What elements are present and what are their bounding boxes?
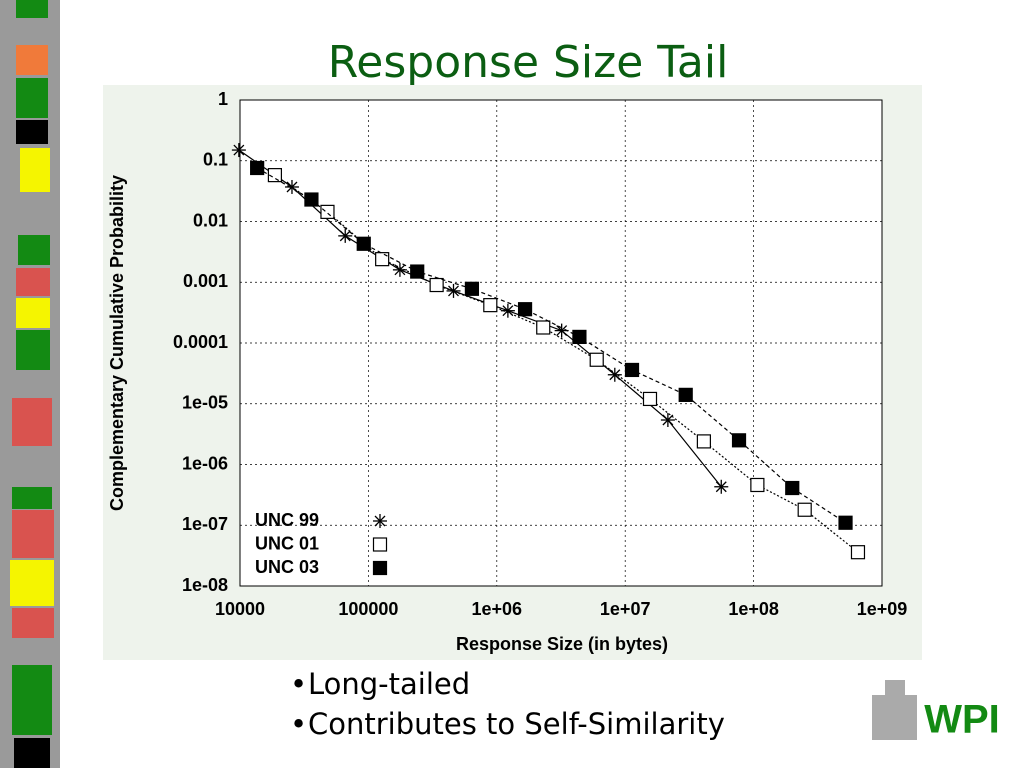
marker bbox=[250, 160, 265, 176]
marker bbox=[642, 391, 658, 407]
marker bbox=[500, 303, 515, 318]
y-tick-label: 1e-06 bbox=[182, 453, 228, 473]
marker-stroke bbox=[556, 325, 568, 337]
marker bbox=[483, 298, 498, 313]
x-axis-label: Response Size (in bytes) bbox=[456, 634, 668, 654]
marker-stroke bbox=[339, 230, 351, 242]
marker bbox=[517, 302, 533, 317]
marker bbox=[231, 143, 246, 158]
marker-stroke bbox=[448, 285, 459, 297]
marker bbox=[660, 413, 675, 428]
slide-title: Response Size Tail bbox=[328, 37, 729, 88]
marker-stroke bbox=[715, 481, 727, 493]
marker bbox=[373, 514, 387, 528]
logo: WPI bbox=[924, 698, 1000, 742]
legend-label: UNC 01 bbox=[255, 533, 319, 553]
bullet: • bbox=[290, 667, 307, 701]
x-tick-label: 100000 bbox=[338, 599, 398, 619]
bullet-text: Contributes to Self-Similarity bbox=[308, 707, 725, 741]
bullet: • bbox=[290, 707, 307, 741]
y-tick-label: 0.01 bbox=[193, 210, 228, 230]
x-tick-label: 10000 bbox=[215, 599, 265, 619]
marker bbox=[338, 228, 353, 243]
x-tick-label: 1e+06 bbox=[472, 599, 523, 619]
series-line bbox=[274, 174, 859, 553]
x-tick-label: 1e+08 bbox=[728, 599, 779, 619]
marker bbox=[850, 545, 866, 560]
marker bbox=[356, 236, 371, 251]
marker bbox=[572, 329, 587, 345]
marker bbox=[785, 480, 800, 496]
marker bbox=[320, 204, 335, 219]
marker bbox=[304, 192, 319, 207]
marker-stroke bbox=[502, 305, 514, 317]
y-tick-label: 0.1 bbox=[203, 150, 228, 170]
marker bbox=[267, 168, 283, 183]
marker bbox=[589, 352, 604, 367]
marker bbox=[838, 515, 853, 530]
series-line bbox=[238, 149, 722, 488]
y-axis-label: Complementary Cumulative Probability bbox=[107, 175, 127, 511]
y-tick-label: 0.001 bbox=[183, 271, 228, 291]
marker bbox=[624, 362, 640, 378]
x-tick-label: 1e+09 bbox=[857, 599, 908, 619]
y-tick-label: 0.0001 bbox=[173, 332, 228, 352]
marker bbox=[714, 479, 729, 494]
y-tick-label: 1e-05 bbox=[182, 393, 228, 413]
marker-stroke bbox=[662, 414, 674, 426]
marker bbox=[607, 367, 622, 382]
marker bbox=[797, 502, 812, 517]
marker-stroke bbox=[394, 264, 406, 276]
x-tick-label: 1e+07 bbox=[600, 599, 651, 619]
marker bbox=[696, 434, 711, 449]
legend-label: UNC 99 bbox=[255, 510, 319, 530]
bullet-text: Long-tailed bbox=[308, 667, 470, 701]
marker-stroke bbox=[609, 369, 621, 381]
marker bbox=[464, 281, 480, 296]
marker bbox=[429, 277, 444, 293]
marker bbox=[372, 537, 388, 552]
series-line bbox=[256, 167, 846, 524]
marker bbox=[731, 433, 747, 448]
marker bbox=[375, 252, 390, 267]
logo-building bbox=[872, 680, 917, 740]
marker bbox=[678, 387, 693, 402]
y-tick-label: 1e-08 bbox=[182, 575, 228, 595]
side-blocks bbox=[10, 0, 54, 768]
marker bbox=[536, 320, 551, 335]
marker bbox=[446, 283, 461, 298]
marker-stroke bbox=[374, 515, 386, 527]
marker-stroke bbox=[233, 144, 245, 156]
marker bbox=[750, 477, 765, 493]
y-tick-label: 1e-07 bbox=[182, 514, 228, 534]
marker bbox=[372, 560, 388, 576]
marker bbox=[410, 264, 425, 279]
y-tick-label: 1 bbox=[218, 89, 228, 109]
legend-label: UNC 03 bbox=[255, 557, 319, 577]
